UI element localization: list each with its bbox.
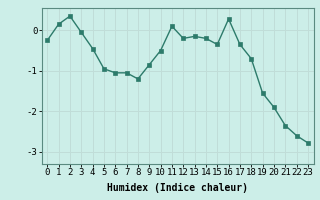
X-axis label: Humidex (Indice chaleur): Humidex (Indice chaleur)	[107, 183, 248, 193]
